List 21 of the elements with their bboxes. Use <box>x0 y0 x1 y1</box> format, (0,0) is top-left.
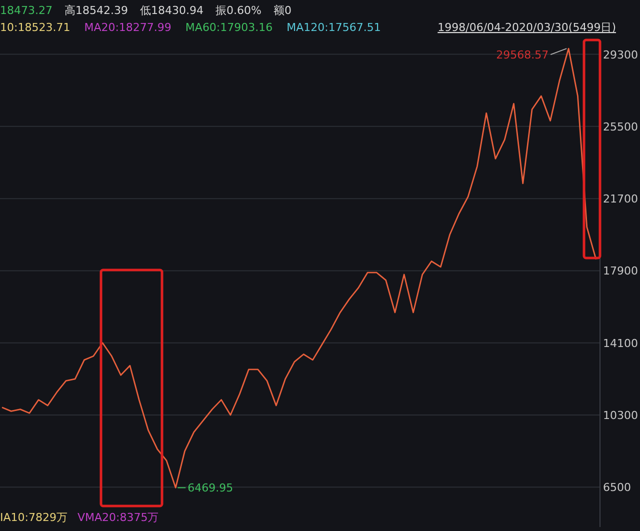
text: 低18430.94 <box>140 4 204 17</box>
annotation: IA10:7829万 <box>0 511 68 524</box>
y-tick-label: 14100 <box>603 336 638 350</box>
text: 高18542.39 <box>64 4 128 17</box>
y-tick-label: 25500 <box>603 120 638 134</box>
text: 10:18523.71 <box>0 21 70 34</box>
y-tick-label: 10300 <box>603 408 638 422</box>
annotation: VMA20:8375万 <box>77 511 159 524</box>
y-tick-label: 6500 <box>603 481 631 494</box>
y-tick-label: 29300 <box>603 48 638 62</box>
annotation: 29568.57 <box>496 48 549 62</box>
text: MA120:17567.51 <box>286 21 381 34</box>
text: MA20:18277.99 <box>84 21 172 34</box>
text: 额0 <box>273 4 292 17</box>
text: 振0.60% <box>216 4 262 17</box>
y-tick-label: 17900 <box>603 264 638 278</box>
text: 18473.27 <box>0 4 52 17</box>
annotation: 6469.95 <box>188 482 234 495</box>
y-tick-label: 21700 <box>603 192 638 206</box>
text: MA60:17903.16 <box>185 21 273 34</box>
text: 1998/06/04-2020/03/30(5499日) <box>438 21 616 34</box>
